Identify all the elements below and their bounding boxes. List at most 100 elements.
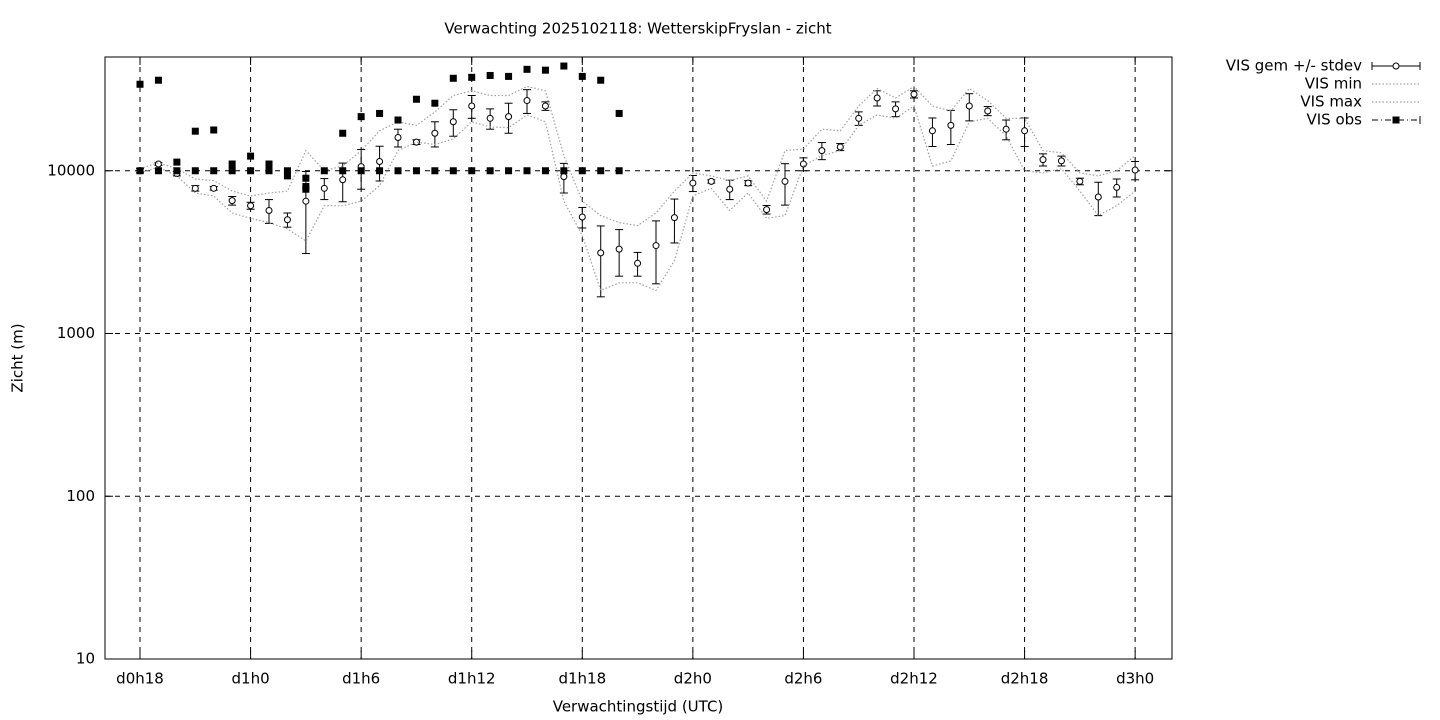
obs-point <box>394 116 402 124</box>
obs-point <box>320 167 328 175</box>
mean-point <box>799 160 807 168</box>
obs-point <box>394 167 402 175</box>
obs-point <box>468 167 476 175</box>
mean-point <box>689 179 697 187</box>
y-tick-label: 100 <box>66 487 95 505</box>
mean-point <box>265 206 273 214</box>
obs-point <box>449 74 457 82</box>
obs-point <box>247 167 255 175</box>
y-tick-label: 10 <box>76 650 95 668</box>
obs-point <box>136 167 144 175</box>
mean-point <box>1131 166 1139 174</box>
obs-point <box>505 167 513 175</box>
obs-point <box>615 167 623 175</box>
x-tick-label: d2h18 <box>1001 670 1049 688</box>
obs-point <box>578 167 586 175</box>
mean-point <box>339 176 347 184</box>
x-tick-label: d1h0 <box>232 670 270 688</box>
obs-point <box>228 160 236 168</box>
mean-point <box>376 157 384 165</box>
x-axis-label: Verwachtingstijd (UTC) <box>553 698 724 716</box>
mean-point <box>707 177 715 185</box>
mean-point <box>578 213 586 221</box>
x-tick-label: d2h0 <box>674 670 712 688</box>
obs-point <box>283 172 291 180</box>
obs-point <box>173 167 181 175</box>
y-tick-label: 1000 <box>57 324 95 342</box>
mean-point <box>505 113 513 121</box>
mean-point <box>1021 127 1029 135</box>
x-tick-label: d2h12 <box>890 670 938 688</box>
obs-point <box>541 167 549 175</box>
legend-label: VIS obs <box>1307 111 1363 129</box>
obs-point <box>578 72 586 80</box>
obs-point <box>505 72 513 80</box>
mean-point <box>412 138 420 146</box>
legend-label: VIS min <box>1305 75 1362 93</box>
mean-point <box>818 147 826 155</box>
mean-point <box>560 173 568 181</box>
mean-point <box>855 114 863 122</box>
obs-point <box>376 167 384 175</box>
mean-point <box>744 179 752 187</box>
legend-label: VIS max <box>1300 93 1362 111</box>
mean-point <box>928 127 936 135</box>
mean-point <box>965 102 973 110</box>
obs-point <box>339 129 347 137</box>
obs-point <box>376 109 384 117</box>
x-tick-label: d1h18 <box>558 670 606 688</box>
obs-point <box>302 174 310 182</box>
mean-point <box>615 245 623 253</box>
obs-point <box>560 62 568 70</box>
obs-point <box>210 126 218 134</box>
legend-sample <box>1392 116 1400 124</box>
mean-point <box>892 105 900 113</box>
obs-point <box>283 167 291 175</box>
obs-point <box>191 127 199 135</box>
mean-point <box>836 143 844 151</box>
obs-point <box>431 99 439 107</box>
obs-point <box>523 65 531 73</box>
obs-point <box>357 113 365 121</box>
mean-point <box>1002 125 1010 133</box>
obs-point <box>154 167 162 175</box>
obs-point <box>431 167 439 175</box>
mean-point <box>486 114 494 122</box>
obs-point <box>357 167 365 175</box>
mean-point <box>431 129 439 137</box>
mean-point <box>523 97 531 105</box>
mean-point <box>634 259 642 267</box>
x-tick-label: d0h18 <box>116 670 164 688</box>
obs-point <box>468 73 476 81</box>
chart-title: Verwachting 2025102118: WetterskipFrysla… <box>444 20 831 38</box>
mean-point <box>763 206 771 214</box>
obs-point <box>265 160 273 168</box>
mean-point <box>247 202 255 210</box>
obs-point <box>247 152 255 160</box>
obs-point <box>228 167 236 175</box>
mean-point <box>1039 156 1047 164</box>
mean-point <box>210 184 218 192</box>
legend-sample <box>1392 62 1400 70</box>
y-tick-label: 10000 <box>47 161 95 179</box>
mean-point <box>283 216 291 224</box>
obs-point <box>486 167 494 175</box>
obs-point <box>597 76 605 84</box>
mean-point <box>468 102 476 110</box>
mean-point <box>873 94 881 102</box>
line <box>139 85 1136 227</box>
obs-point <box>523 167 531 175</box>
mean-point <box>1113 183 1121 191</box>
mean-point <box>1094 193 1102 201</box>
obs-point <box>412 95 420 103</box>
x-tick-label: d1h6 <box>342 670 380 688</box>
obs-point <box>449 167 457 175</box>
obs-point <box>265 167 273 175</box>
obs-point <box>339 167 347 175</box>
obs-point <box>210 167 218 175</box>
obs-point <box>412 167 420 175</box>
obs-point <box>191 167 199 175</box>
mean-point <box>541 102 549 110</box>
legend-label: VIS gem +/- stdev <box>1226 57 1362 75</box>
